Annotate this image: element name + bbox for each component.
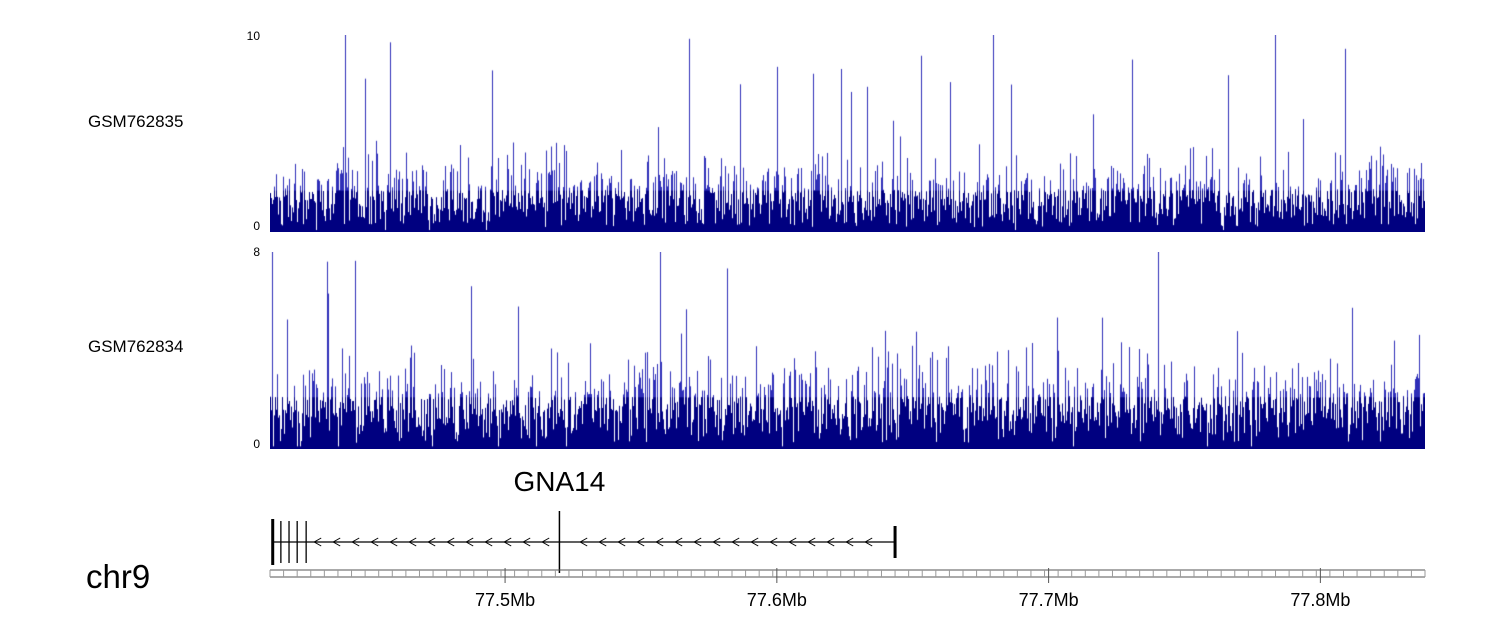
axis-tick-label-77-6: 77.6Mb bbox=[746, 590, 807, 610]
intron-arrow-left-icon bbox=[446, 537, 455, 547]
intron-arrow-left-icon bbox=[636, 537, 645, 547]
intron-arrow-left-icon bbox=[674, 537, 683, 547]
intron-arrow-left-icon bbox=[313, 537, 322, 547]
intron-arrow-left-icon bbox=[332, 537, 341, 547]
intron-arrow-left-icon bbox=[731, 537, 740, 547]
intron-arrow-left-icon bbox=[522, 537, 531, 547]
intron-arrow-left-icon bbox=[864, 537, 873, 547]
intron-arrow-left-icon bbox=[598, 537, 607, 547]
intron-arrow-left-icon bbox=[712, 537, 721, 547]
intron-arrow-left-icon bbox=[427, 537, 436, 547]
y-axis-min-track1: 0 bbox=[253, 219, 260, 233]
intron-arrow-left-icon bbox=[351, 537, 360, 547]
intron-arrow-left-icon bbox=[484, 537, 493, 547]
gene-label: GNA14 bbox=[513, 466, 606, 497]
axis-tick-label-77-5: 77.5Mb bbox=[475, 590, 536, 610]
intron-arrow-left-icon bbox=[408, 537, 417, 547]
chromosome-label: chr9 bbox=[86, 558, 151, 595]
intron-arrow-left-icon bbox=[788, 537, 797, 547]
intron-arrow-left-icon bbox=[389, 537, 398, 547]
axis-tick-label-77-7: 77.7Mb bbox=[1018, 590, 1079, 610]
y-axis-min-track2: 0 bbox=[253, 437, 260, 451]
y-axis-max-track2: 8 bbox=[253, 245, 260, 259]
intron-arrow-left-icon bbox=[807, 537, 816, 547]
intron-arrow-left-icon bbox=[370, 537, 379, 547]
intron-arrow-left-icon bbox=[655, 537, 664, 547]
intron-arrow-left-icon bbox=[617, 537, 626, 547]
intron-arrow-left-icon bbox=[750, 537, 759, 547]
intron-arrow-left-icon bbox=[845, 537, 854, 547]
intron-arrow-left-icon bbox=[769, 537, 778, 547]
intron-arrow-left-icon bbox=[541, 537, 550, 547]
intron-arrow-left-icon bbox=[579, 537, 588, 547]
coverage-track-gsm762835 bbox=[270, 35, 1425, 232]
intron-arrow-left-icon bbox=[503, 537, 512, 547]
axis-tick-label-77-8: 77.8Mb bbox=[1290, 590, 1351, 610]
intron-arrow-left-icon bbox=[826, 537, 835, 547]
coverage-track-gsm762834 bbox=[270, 252, 1425, 449]
intron-arrow-left-icon bbox=[693, 537, 702, 547]
track-label-gsm762835: GSM762835 bbox=[88, 112, 184, 131]
track-label-gsm762834: GSM762834 bbox=[88, 337, 184, 356]
intron-arrow-left-icon bbox=[465, 537, 474, 547]
y-axis-max-track1: 10 bbox=[246, 29, 260, 43]
